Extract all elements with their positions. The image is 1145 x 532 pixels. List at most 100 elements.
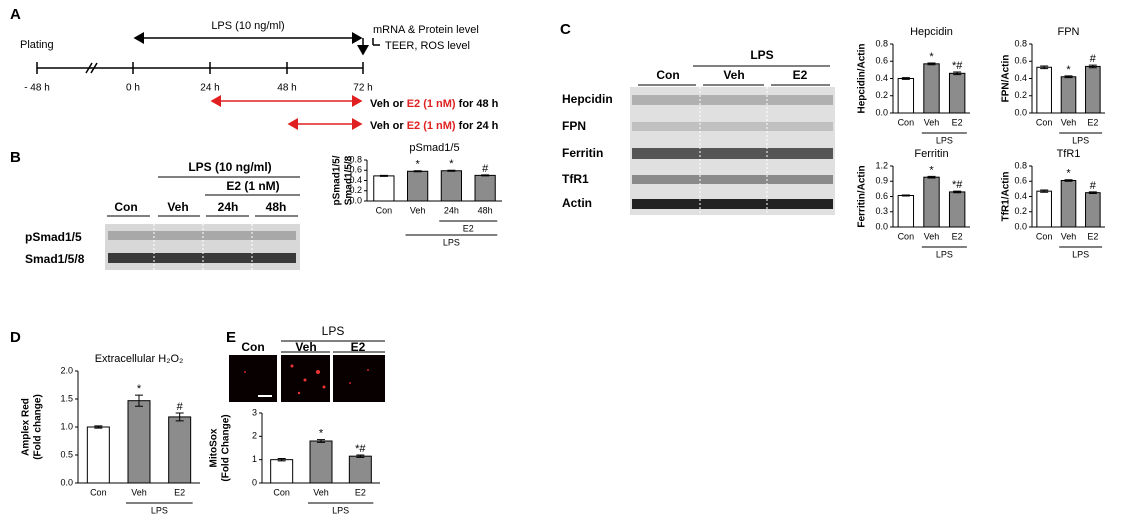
timeline-label: Plating	[20, 39, 54, 51]
group-label: LPS	[936, 249, 953, 259]
bar	[168, 416, 192, 484]
error-bar	[175, 412, 184, 422]
y-axis-label: Smad1/5/8	[344, 155, 355, 205]
x-tick-label: Con	[273, 487, 290, 497]
error-bar	[413, 170, 422, 173]
error-bar	[379, 174, 388, 177]
x-tick-label: Con	[376, 205, 393, 215]
error-bar	[135, 394, 143, 407]
timeline-tick: 0 h	[126, 83, 140, 94]
treatment-text: for 48 h	[459, 98, 499, 110]
y-tick-label: 0.6	[349, 165, 362, 175]
bar	[1085, 192, 1101, 228]
y-tick-label: 0.2	[875, 90, 888, 100]
bar	[474, 174, 496, 202]
y-tick-label: 0.6	[1014, 56, 1027, 66]
annotation: #	[1090, 180, 1097, 192]
annotation: *	[1066, 64, 1071, 76]
blot-header: E2 (1 nM)	[226, 179, 279, 193]
image-header: LPS	[322, 324, 345, 338]
y-tick-label: 0.0	[1014, 107, 1027, 117]
group-label: LPS	[332, 505, 349, 515]
x-tick-label: Veh	[1061, 117, 1077, 127]
error-bar	[481, 174, 490, 177]
row-label: pSmad1/5	[25, 230, 82, 244]
annotation: *#	[952, 60, 963, 72]
bar	[407, 170, 429, 202]
treatment-text: Veh or	[370, 120, 404, 132]
y-tick-label: 0.0	[1014, 221, 1027, 231]
bar	[948, 72, 966, 114]
bar	[897, 194, 915, 228]
error-bar	[901, 77, 910, 80]
x-tick-label: E2	[952, 117, 963, 127]
timeline-tick: 72 h	[353, 83, 372, 94]
lane-label: Veh	[723, 68, 744, 82]
y-tick-label: 3	[252, 407, 257, 417]
error-bar	[901, 194, 910, 197]
error-bar	[1040, 65, 1049, 70]
error-bar	[953, 190, 962, 194]
x-tick-label: Veh	[1061, 231, 1077, 241]
y-tick-label: 0	[252, 477, 257, 487]
error-bar	[1088, 191, 1097, 194]
timeline-label: TEER, ROS level	[385, 40, 470, 52]
timeline-label: mRNA & Protein level	[373, 24, 479, 36]
x-tick-label: 24h	[444, 205, 459, 215]
y-tick-label: 0.9	[875, 176, 888, 186]
y-axis-label: Ferritin/Actin	[857, 165, 868, 227]
timeline-tick: - 48 h	[24, 83, 50, 94]
row-label: TfR1	[562, 172, 589, 186]
x-tick-label: Con	[898, 117, 915, 127]
error-bar	[927, 62, 936, 66]
y-tick-label: 2	[252, 431, 257, 441]
treatment-text: Veh or	[370, 98, 404, 110]
y-tick-label: 0.8	[1014, 38, 1027, 48]
x-tick-label: Con	[898, 231, 915, 241]
chart-title: Extracellular H₂O₂	[95, 353, 184, 365]
error-bar	[317, 439, 325, 443]
annotation: *	[929, 51, 934, 63]
x-tick-label: Con	[90, 487, 107, 497]
bar	[1085, 65, 1101, 114]
group-label: LPS	[151, 505, 168, 515]
chart-title: Hepcidin	[910, 26, 953, 38]
error-bar	[447, 169, 456, 172]
group-label: LPS	[936, 135, 953, 145]
row-label: Ferritin	[562, 146, 603, 160]
group-label: LPS	[1072, 135, 1089, 145]
error-bar	[953, 71, 962, 76]
y-tick-label: 0.3	[875, 206, 888, 216]
chart-title: pSmad1/5	[409, 142, 459, 154]
panel-letter: A	[10, 6, 21, 23]
y-tick-label: 0.2	[349, 185, 362, 195]
annotation: *#	[355, 443, 366, 455]
y-tick-label: 0.0	[875, 221, 888, 231]
bar	[1060, 76, 1077, 114]
annotation: *#	[952, 179, 963, 191]
bar	[923, 63, 940, 114]
bar	[127, 400, 151, 484]
y-axis-label: TfR1/Actin	[1001, 172, 1012, 222]
bar	[440, 170, 462, 202]
x-tick-label: Veh	[924, 231, 940, 241]
lane-label: E2	[351, 340, 366, 354]
chart-title: FPN	[1058, 26, 1080, 38]
y-tick-label: 0.6	[1014, 176, 1027, 186]
x-tick-label: Veh	[131, 487, 147, 497]
y-tick-label: 0.5	[60, 449, 73, 459]
bar	[1036, 190, 1052, 228]
panel-letter: D	[10, 329, 21, 346]
chart-title: Ferritin	[914, 148, 948, 160]
y-axis-label: MitoSox	[209, 428, 220, 467]
x-tick-label: Veh	[410, 205, 426, 215]
lane-label: 48h	[266, 200, 287, 214]
row-label: Actin	[562, 196, 592, 210]
y-tick-label: 0.4	[1014, 191, 1027, 201]
bar	[309, 440, 333, 484]
blot-c	[630, 65, 835, 215]
group-label: E2	[463, 223, 474, 233]
timeline-tick: 24 h	[200, 83, 219, 94]
bar	[948, 191, 966, 228]
